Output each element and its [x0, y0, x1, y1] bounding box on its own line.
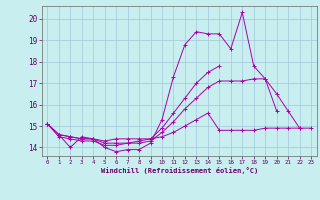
X-axis label: Windchill (Refroidissement éolien,°C): Windchill (Refroidissement éolien,°C) — [100, 167, 258, 174]
